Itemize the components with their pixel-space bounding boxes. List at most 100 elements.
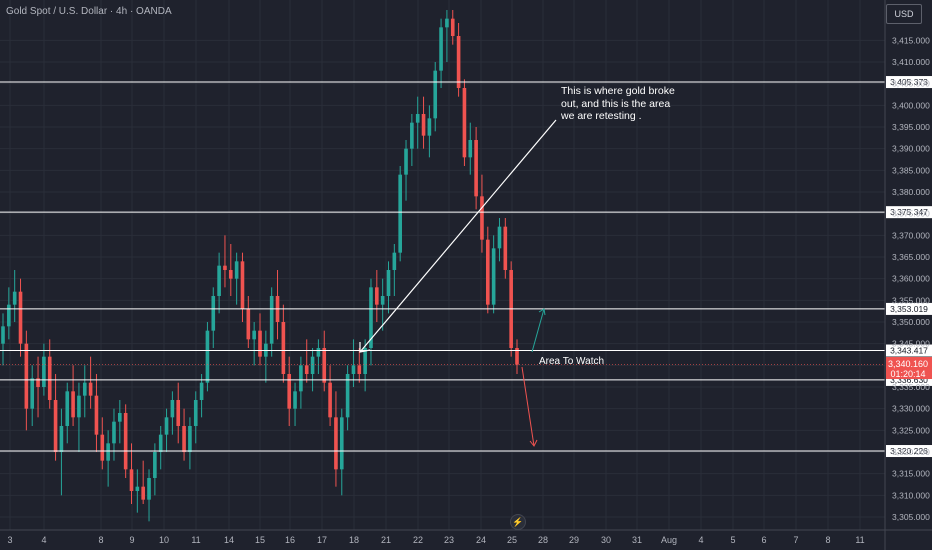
candle-body xyxy=(439,27,443,71)
price-tick-label: 3,325.000 xyxy=(892,425,930,435)
candle-body xyxy=(503,226,508,270)
price-axis[interactable]: 3,305.0003,310.0003,315.0003,320.0003,32… xyxy=(884,0,930,550)
annotation-drawings[interactable] xyxy=(0,119,885,447)
candle-body xyxy=(182,426,186,452)
candle-body xyxy=(404,148,408,175)
symbol-title[interactable]: Gold Spot / U.S. Dollar · 4h · OANDA xyxy=(6,6,172,17)
time-tick-label: 17 xyxy=(317,535,327,545)
candle-body xyxy=(228,270,233,279)
candle-body xyxy=(269,296,274,344)
time-tick-label: 11 xyxy=(191,535,200,545)
level-price-label: 3,375.347 xyxy=(890,207,928,217)
candle-body xyxy=(88,382,93,396)
time-tick-label: 15 xyxy=(255,535,265,545)
time-tick-label: 31 xyxy=(632,535,642,545)
breakout-arrow-head xyxy=(359,342,371,353)
time-tick-label: 11 xyxy=(855,535,864,545)
price-tick-label: 3,330.000 xyxy=(892,404,930,414)
price-tick-label: 3,315.000 xyxy=(892,469,930,479)
candle-body xyxy=(36,378,40,387)
price-tick-label: 3,360.000 xyxy=(892,274,930,284)
breakout-arrow-line[interactable] xyxy=(359,119,557,353)
price-tick-label: 3,320.000 xyxy=(892,447,930,457)
up-projection-arrow[interactable] xyxy=(531,308,545,353)
candle-body xyxy=(112,421,116,444)
candle-body xyxy=(462,88,467,158)
candle-body xyxy=(497,226,502,249)
candle-body xyxy=(164,417,169,435)
candle-body xyxy=(293,391,297,409)
time-tick-label: 29 xyxy=(569,535,579,545)
candle-body xyxy=(304,365,309,374)
candle-body xyxy=(485,239,490,305)
up-projection-arrowhead xyxy=(538,308,546,316)
candle-body xyxy=(252,330,256,340)
level-price-label: 3,320.226 xyxy=(890,446,928,456)
chart-grid xyxy=(0,0,885,530)
price-tick-label: 3,395.000 xyxy=(892,122,930,132)
candle-body xyxy=(240,261,245,309)
price-tick-label: 3,365.000 xyxy=(892,252,930,262)
candle-body xyxy=(421,114,426,136)
down-projection-arrow[interactable] xyxy=(521,366,535,447)
candle-body xyxy=(199,382,204,400)
time-tick-label: Aug xyxy=(661,535,677,545)
candle-body xyxy=(386,270,391,296)
price-tick-label: 3,410.000 xyxy=(892,57,930,67)
price-tick-label: 3,350.000 xyxy=(892,317,930,327)
candle-body xyxy=(118,413,122,422)
price-tick-label: 3,375.000 xyxy=(892,209,930,219)
candle-body xyxy=(427,118,432,136)
price-tick-label: 3,385.000 xyxy=(892,165,930,175)
candle-body xyxy=(100,434,105,461)
candle-body xyxy=(299,365,303,392)
price-tick-label: 3,390.000 xyxy=(892,144,930,154)
candle-body xyxy=(1,326,5,344)
candle-body xyxy=(322,348,327,383)
candle-body xyxy=(188,426,192,452)
lightning-icon[interactable]: ⚡ xyxy=(510,514,526,530)
price-tick-label: 3,405.000 xyxy=(892,79,930,89)
live-price-countdown: 01:20:14 xyxy=(890,369,925,379)
candle-body xyxy=(433,70,438,119)
time-tick-label: 4 xyxy=(698,535,703,545)
price-tick-label: 3,335.000 xyxy=(892,382,930,392)
time-tick-label: 10 xyxy=(159,535,169,545)
time-axis[interactable]: 3 4 8 9 10 11 14 15 16 17 18 21 22 23 24 25 28 29 30 31 Aug 4… xyxy=(0,529,932,545)
candle-body xyxy=(515,348,519,365)
level-price-label: 3,405.373 xyxy=(890,77,928,87)
candle-body xyxy=(474,140,478,197)
candle-body xyxy=(129,469,134,491)
currency-button[interactable]: USD xyxy=(886,4,922,24)
candle-body xyxy=(153,452,157,478)
candle-body xyxy=(281,322,286,374)
candle-body xyxy=(71,391,75,418)
candle-body xyxy=(193,400,198,426)
price-tick-label: 3,355.000 xyxy=(892,295,930,305)
candle-body xyxy=(147,478,151,500)
candle-body xyxy=(53,400,58,452)
candle-body xyxy=(480,196,484,240)
breakout-note[interactable]: This is where gold broke out, and this i… xyxy=(561,85,675,122)
candle-body xyxy=(135,486,140,491)
candle-body xyxy=(445,18,449,28)
price-tick-label: 3,380.000 xyxy=(892,187,930,197)
candle-body xyxy=(234,261,239,279)
candle-body xyxy=(392,252,397,270)
time-tick-label: 7 xyxy=(793,535,798,545)
candle-body xyxy=(339,417,344,470)
candle-body xyxy=(82,382,87,396)
level-price-label: 3,353.019 xyxy=(890,304,928,314)
price-tick-label: 3,370.000 xyxy=(892,230,930,240)
time-tick-label: 28 xyxy=(538,535,548,545)
candle-body xyxy=(380,296,385,305)
candle-body xyxy=(468,140,473,158)
level-price-badge xyxy=(886,206,932,219)
time-tick-label: 3 xyxy=(7,535,12,545)
area-to-watch-label[interactable]: Area To Watch xyxy=(539,356,605,367)
time-tick-label: 25 xyxy=(507,535,517,545)
level-price-badge xyxy=(886,76,932,89)
price-tick-label: 3,345.000 xyxy=(892,339,930,349)
time-tick-label: 24 xyxy=(476,535,486,545)
